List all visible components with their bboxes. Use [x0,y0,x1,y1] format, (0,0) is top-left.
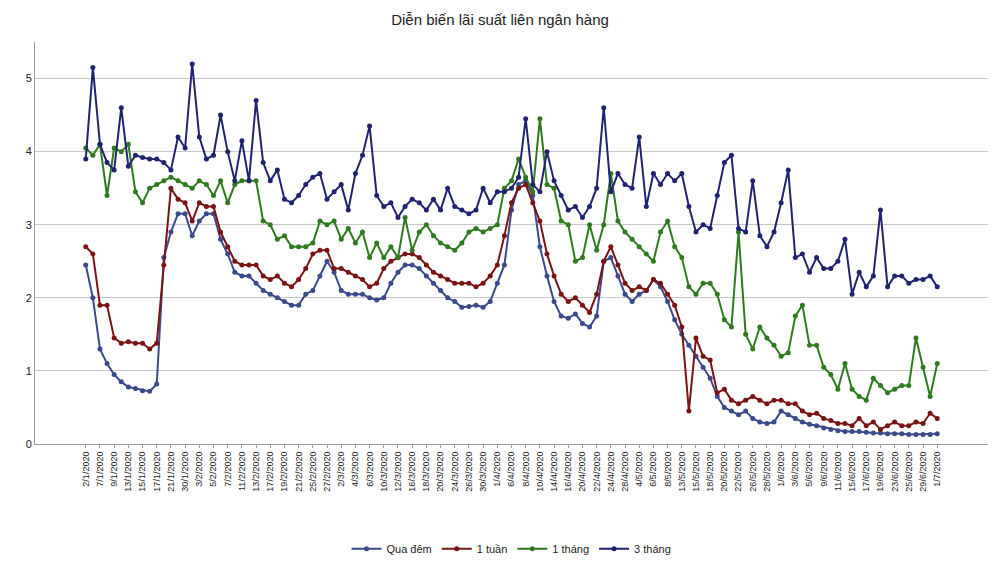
svg-text:Diễn biến lãi suất liên ngân h: Diễn biến lãi suất liên ngân hàng [391,11,609,28]
svg-text:25/2/2020: 25/2/2020 [308,452,318,492]
svg-text:20/3/2020: 20/3/2020 [435,452,445,492]
svg-text:1/6/2020: 1/6/2020 [776,452,786,487]
svg-text:22/5/2020: 22/5/2020 [733,452,743,492]
svg-text:4/3/2020: 4/3/2020 [350,452,360,487]
svg-text:26/3/2020: 26/3/2020 [464,452,474,492]
svg-text:Qua đêm: Qua đêm [387,543,432,555]
svg-text:26/5/2020: 26/5/2020 [748,452,758,492]
svg-text:19/6/2020: 19/6/2020 [875,452,885,492]
svg-text:7/1/2020: 7/1/2020 [95,452,105,487]
svg-text:23/6/2020: 23/6/2020 [890,452,900,492]
svg-text:27/2/2020: 27/2/2020 [322,452,332,492]
svg-text:18/5/2020: 18/5/2020 [705,452,715,492]
svg-text:6/5/2020: 6/5/2020 [648,452,658,487]
svg-text:13/2/2020: 13/2/2020 [251,452,261,492]
svg-text:21/2/2020: 21/2/2020 [294,452,304,492]
svg-text:6/3/2020: 6/3/2020 [365,452,375,487]
svg-text:3: 3 [26,219,32,231]
svg-text:1 tuần: 1 tuần [477,543,508,555]
svg-text:14/4/2020: 14/4/2020 [549,452,559,492]
svg-text:17/1/2020: 17/1/2020 [152,452,162,492]
svg-text:1 tháng: 1 tháng [552,543,589,555]
svg-text:9/6/2020: 9/6/2020 [819,452,829,487]
svg-text:11/2/2020: 11/2/2020 [237,452,247,491]
svg-text:8/5/2020: 8/5/2020 [663,452,673,487]
svg-text:16/4/2020: 16/4/2020 [563,452,573,492]
svg-text:3/2/2020: 3/2/2020 [194,452,204,487]
svg-text:21/1/2020: 21/1/2020 [166,452,176,492]
svg-text:10/3/2020: 10/3/2020 [379,452,389,492]
svg-text:13/5/2020: 13/5/2020 [677,452,687,492]
svg-text:5/2/2020: 5/2/2020 [208,452,218,487]
svg-text:13/1/2020: 13/1/2020 [123,452,133,492]
svg-text:6/4/2020: 6/4/2020 [506,452,516,487]
svg-text:15/5/2020: 15/5/2020 [691,452,701,492]
svg-text:2/3/2020: 2/3/2020 [336,452,346,487]
svg-text:12/3/2020: 12/3/2020 [393,452,403,492]
svg-text:20/4/2020: 20/4/2020 [577,452,587,492]
svg-text:1/7/2020: 1/7/2020 [932,452,942,487]
svg-text:25/6/2020: 25/6/2020 [904,452,914,492]
svg-text:11/6/2020: 11/6/2020 [833,452,843,491]
svg-text:24/3/2020: 24/3/2020 [450,452,460,492]
svg-text:15/6/2020: 15/6/2020 [847,452,857,492]
svg-text:19/2/2020: 19/2/2020 [279,452,289,492]
svg-text:22/4/2020: 22/4/2020 [592,452,602,492]
svg-text:30/3/2020: 30/3/2020 [478,452,488,492]
svg-text:30/1/2020: 30/1/2020 [180,452,190,492]
svg-text:28/4/2020: 28/4/2020 [620,452,630,492]
svg-text:2/1/2020: 2/1/2020 [81,452,91,487]
svg-text:20/5/2020: 20/5/2020 [719,452,729,492]
svg-text:10/4/2020: 10/4/2020 [535,452,545,492]
svg-text:16/3/2020: 16/3/2020 [407,452,417,492]
svg-text:15/1/2020: 15/1/2020 [137,452,147,492]
svg-text:0: 0 [26,438,32,450]
svg-text:2: 2 [26,292,32,304]
svg-text:7/2/2020: 7/2/2020 [223,452,233,487]
svg-text:17/2/2020: 17/2/2020 [265,452,275,492]
svg-text:3 tháng: 3 tháng [634,543,671,555]
svg-text:1: 1 [26,365,32,377]
svg-text:24/4/2020: 24/4/2020 [606,452,616,492]
svg-text:1/4/2020: 1/4/2020 [492,452,502,487]
svg-text:3/6/2020: 3/6/2020 [790,452,800,487]
svg-text:9/1/2020: 9/1/2020 [109,452,119,487]
svg-text:29/6/2020: 29/6/2020 [918,452,928,492]
svg-text:4: 4 [26,145,32,157]
svg-text:5: 5 [26,72,32,84]
svg-text:4/5/2020: 4/5/2020 [634,452,644,487]
svg-text:17/6/2020: 17/6/2020 [861,452,871,492]
svg-text:18/3/2020: 18/3/2020 [421,452,431,492]
svg-text:5/6/2020: 5/6/2020 [804,452,814,487]
svg-text:28/5/2020: 28/5/2020 [762,452,772,492]
svg-text:8/4/2020: 8/4/2020 [521,452,531,487]
